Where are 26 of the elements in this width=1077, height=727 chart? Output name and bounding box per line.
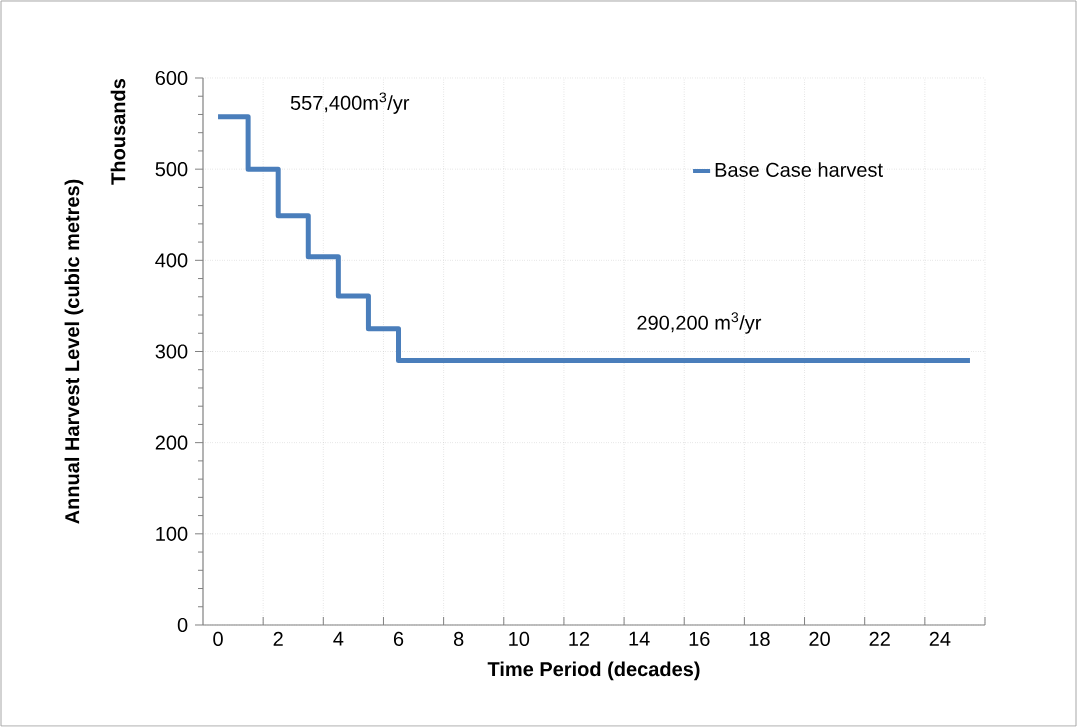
x-tick-label: 22 bbox=[869, 631, 890, 646]
x-tick-label: 8 bbox=[453, 631, 464, 646]
x-tick-label: 14 bbox=[629, 631, 650, 646]
x-tick-label: 6 bbox=[393, 631, 404, 646]
x-tick-label: 18 bbox=[749, 631, 770, 646]
y-tick-label: 400 bbox=[155, 253, 188, 268]
x-tick-label: 24 bbox=[929, 631, 951, 646]
x-tick-label: 20 bbox=[809, 631, 830, 646]
y-tick-label: 500 bbox=[155, 162, 188, 177]
x-tick-label: 0 bbox=[213, 631, 223, 646]
x-tick-label: 16 bbox=[689, 631, 710, 646]
x-tick-label: 2 bbox=[273, 631, 283, 646]
legend-label: Base Case harvest bbox=[715, 162, 883, 177]
x-tick-label: 12 bbox=[569, 631, 590, 646]
x-axis-title: Time Period (decades) bbox=[487, 661, 700, 681]
y-tick-label: 600 bbox=[155, 70, 188, 86]
annotation: 290,200 m$^{3}$/yr bbox=[637, 312, 762, 334]
text: Thousands bbox=[110, 79, 126, 185]
y-tick-label: 300 bbox=[155, 344, 188, 359]
y-tick-label: 200 bbox=[155, 435, 188, 450]
x-tick-label: 10 bbox=[509, 631, 530, 646]
x-tick-label: 4 bbox=[333, 631, 344, 646]
annotation: 557,400m$^{3}$/yr bbox=[290, 92, 410, 114]
y-axis-title: Annual Harvest Level (cubic metres) bbox=[64, 179, 84, 524]
y-tick-label: 0 bbox=[177, 617, 188, 633]
y-tick-label: 100 bbox=[156, 526, 188, 541]
